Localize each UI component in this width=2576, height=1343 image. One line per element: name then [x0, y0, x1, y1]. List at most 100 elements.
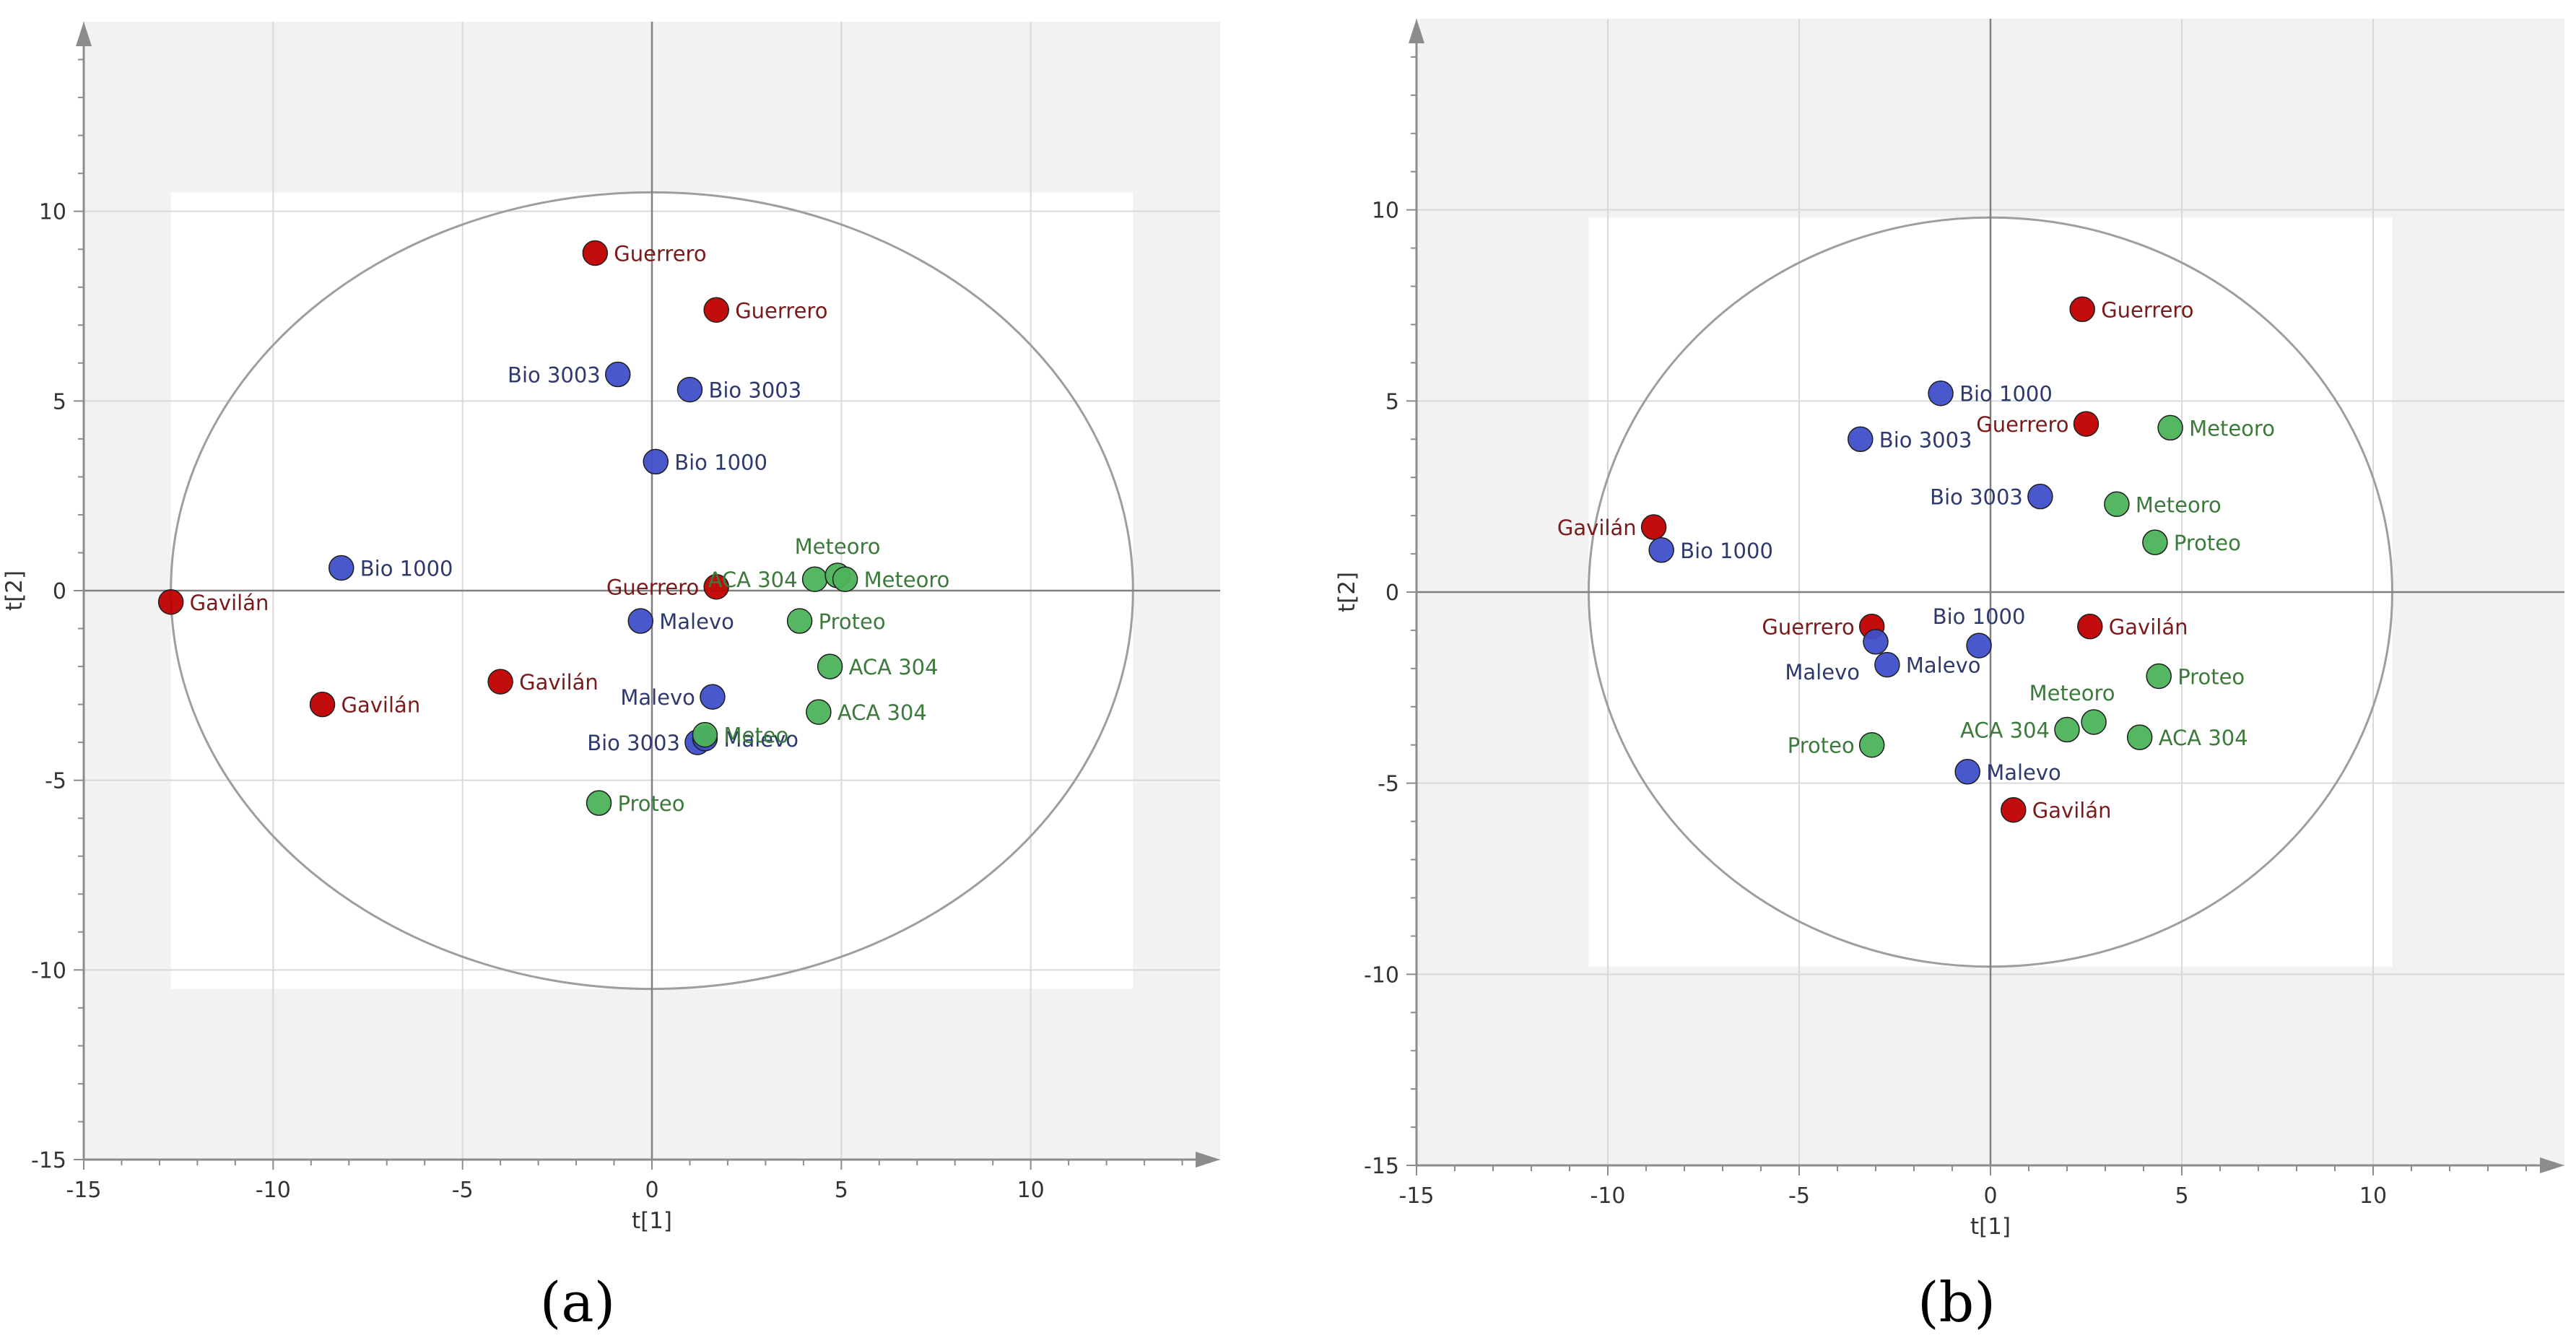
panel-a-point-label: Guerrero	[614, 241, 706, 266]
panel-a-y-tick-label: -15	[31, 1148, 66, 1173]
panel-b-y-tick-label: 0	[1385, 581, 1399, 606]
panel-a-point-red	[703, 297, 729, 323]
panel-a-score-plot: -15 -10 -5 0 5 10 -15 -10 -5 0 5 10 t[1] t[2] Guerrero…	[1, 22, 1220, 1234]
panel-b-point-label: Meteoro	[2136, 492, 2222, 517]
panel-b-point-label: Proteo	[1788, 734, 1855, 758]
panel-a-x-tick-label: -10	[256, 1178, 291, 1203]
panel-b-point-blue	[1874, 651, 1900, 678]
panel-b-x-tick-label: -5	[1788, 1183, 1810, 1209]
panel-b-y-tick-label: -15	[1364, 1154, 1399, 1179]
panel-b-point-red	[2077, 613, 2103, 640]
panel-a-x-tick-label: 5	[835, 1178, 848, 1203]
panel-b-point-blue	[1648, 537, 1674, 563]
panel-b-point-label: Malevo	[1986, 760, 2061, 785]
panel-a-point-label: Meteo	[723, 723, 788, 748]
panel-a-point-label: ACA 304	[708, 568, 798, 592]
panel-b-point-label: Guerrero	[2101, 297, 2193, 322]
panel-b-point-label: ACA 304	[2159, 726, 2248, 750]
panel-b-point-green	[2081, 709, 2107, 735]
panel-b-point-label: Meteoro	[2189, 416, 2275, 440]
panel-a-x-axis-arrow	[1196, 1152, 1220, 1168]
panel-b-x-tick-label: 5	[2175, 1183, 2188, 1209]
panel-a-point-label: Bio 3003	[708, 378, 801, 403]
panel-a-point-label: ACA 304	[849, 655, 939, 679]
panel-b-point-green	[1858, 731, 1885, 758]
panel-b-point-label: Bio 1000	[1933, 604, 2026, 629]
panel-a-point-blue	[328, 555, 354, 581]
panel-b-point-green	[2054, 716, 2080, 743]
panel-b-y-axis-arrow	[1409, 19, 1424, 43]
panel-b-point-label: Gavilán	[2032, 799, 2112, 823]
panel-b-point-label: Malevo	[1906, 653, 1981, 678]
panel-a-x-axis-title: t[1]	[632, 1208, 672, 1234]
panel-a-point-label: Gavilán	[341, 693, 421, 718]
panel-b-x-axis-arrow	[2540, 1157, 2564, 1173]
panel-b-point-label: Gavilán	[1557, 516, 1637, 540]
panel-a-point-blue	[643, 448, 669, 475]
panel-b-point-label: Guerrero	[1976, 412, 2068, 437]
panel-b-point-blue	[1848, 426, 1874, 453]
panel-b-point-green	[2157, 414, 2183, 441]
panel-a-x-tick-label: 0	[645, 1178, 658, 1203]
panel-b-y-axis-title: t[2]	[1334, 572, 1360, 612]
panel-a-y-tick-label: -5	[45, 769, 66, 794]
panel-b-point-label: Gavilán	[2109, 615, 2188, 640]
panel-a-label: (a)	[540, 1270, 616, 1334]
panel-b-score-plot: -15 -10 -5 0 5 10 -15 -10 -5 0 5 10 t[1] t[2] Guerrero…	[1334, 19, 2564, 1240]
panel-a-point-red	[157, 589, 184, 615]
panel-b-point-label: ACA 304	[1960, 718, 2050, 743]
panel-a-point-green	[806, 699, 832, 725]
panel-a-x-tick-label: -15	[66, 1178, 102, 1203]
panel-a-point-label: Meteoro	[864, 568, 950, 592]
panel-a-point-label: Bio 1000	[360, 556, 453, 581]
panel-a-point-label: Bio 3003	[508, 363, 601, 388]
panel-a-point-blue	[627, 608, 654, 634]
panel-a-point-label: Proteo	[819, 609, 886, 634]
panel-a-point-green	[801, 566, 828, 592]
panel-a-point-label: Guerrero	[606, 575, 699, 600]
panel-a-point-label: Proteo	[618, 791, 685, 816]
panel-b-point-red	[2073, 411, 2099, 437]
panel-a-point-red	[309, 691, 336, 718]
panel-a-y-tick-label: -10	[31, 958, 66, 983]
panel-b-point-blue	[1863, 629, 1889, 655]
panel-a-point-green	[586, 790, 612, 816]
panel-a-point-label: Malevo	[659, 609, 734, 634]
panel-b-point-blue	[1928, 380, 1954, 407]
panel-a-x-tick-label: -5	[452, 1178, 474, 1203]
panel-a-point-label: Meteoro	[795, 534, 881, 559]
panel-b-point-label: Meteoro	[2029, 681, 2115, 705]
panel-a-y-tick-label: 0	[53, 579, 66, 604]
panel-b-point-red	[2001, 796, 2027, 823]
panel-a-point-blue	[676, 376, 703, 403]
panel-b-point-label: Bio 3003	[1930, 485, 2023, 510]
panel-b-point-blue	[1954, 759, 1980, 785]
panel-b-x-tick-label: -10	[1591, 1183, 1626, 1209]
panel-b-point-label: Malevo	[1785, 660, 1860, 684]
panel-a-y-tick-label: 5	[53, 389, 66, 414]
panel-b-x-axis-title: t[1]	[1970, 1214, 2011, 1240]
panel-a-point-red	[703, 573, 729, 600]
panel-b-x-tick-label: -15	[1399, 1183, 1435, 1209]
panel-a-point-label: Malevo	[620, 685, 695, 710]
panel-a-point-green	[817, 653, 843, 679]
panel-a-point-label: Guerrero	[735, 298, 827, 323]
panel-b-point-label: Bio 3003	[1879, 427, 1972, 452]
panel-a-point-label: Bio 1000	[674, 450, 767, 474]
panel-a-point-label: ACA 304	[837, 700, 927, 725]
panel-b-y-tick-label: -5	[1378, 772, 1399, 797]
panel-a-x-tick-label: 10	[1017, 1178, 1045, 1203]
panel-a-point-green	[692, 721, 718, 748]
panel-a-point-label: Bio 3003	[587, 731, 680, 755]
panel-b-point-red	[1640, 514, 1667, 540]
panel-b-point-label: Guerrero	[1762, 615, 1854, 640]
panel-b-point-green	[2146, 663, 2172, 690]
panel-a-point-green	[786, 608, 813, 634]
panel-b-point-green	[2142, 529, 2168, 555]
panel-b-point-label: Bio 1000	[1680, 539, 1773, 563]
panel-a-point-label: Gavilán	[190, 591, 269, 615]
panel-b-y-tick-label: 5	[1385, 389, 1399, 414]
panel-a-point-blue	[605, 361, 631, 388]
panel-b-point-label: Proteo	[2177, 664, 2245, 689]
